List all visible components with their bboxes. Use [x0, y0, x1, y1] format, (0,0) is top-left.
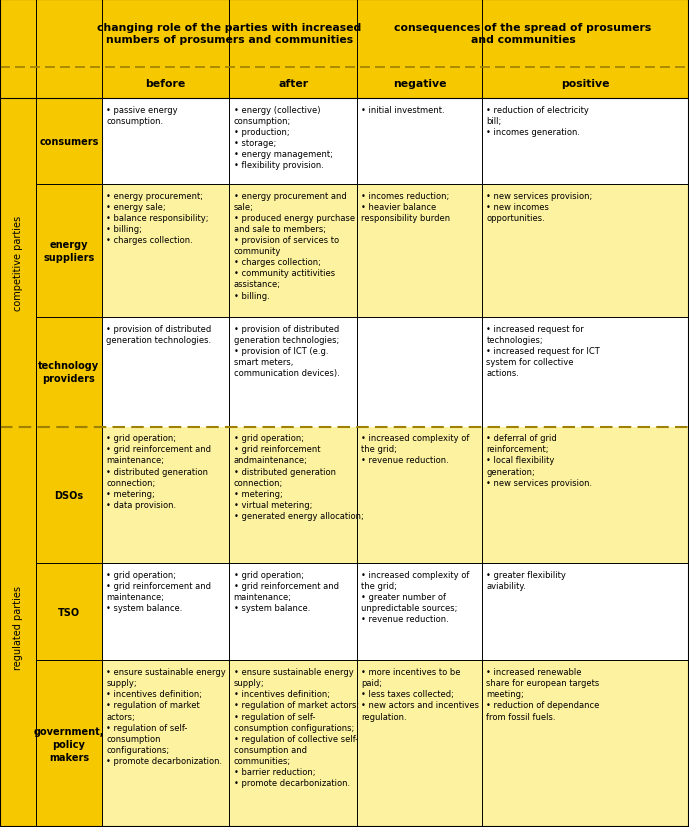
Bar [482, 661, 689, 827]
Text: TSO: TSO [58, 607, 80, 617]
Bar [482, 99, 689, 184]
Bar [229, 184, 357, 318]
Bar [36, 184, 102, 318]
Bar [36, 99, 102, 184]
Text: government,
policy
makers: government, policy makers [34, 726, 104, 762]
Bar [102, 99, 229, 184]
Bar [0, 427, 36, 827]
Text: regulated parties: regulated parties [13, 585, 23, 669]
Text: • provision of distributed
generation technologies.: • provision of distributed generation te… [106, 324, 212, 345]
Bar [102, 318, 229, 427]
Text: • grid operation;
• grid reinforcement and
maintenance;
• system balance.: • grid operation; • grid reinforcement a… [106, 570, 211, 612]
Bar [229, 318, 357, 427]
Text: • increased request for
technologies;
• increased request for ICT
system for col: • increased request for technologies; • … [486, 324, 600, 378]
Text: • increased renewable
share for european targets
meeting;
• reduction of dependa: • increased renewable share for european… [486, 667, 600, 720]
Text: • increased complexity of
the grid;
• revenue reduction.: • increased complexity of the grid; • re… [361, 433, 469, 465]
Text: consumers: consumers [39, 137, 99, 147]
Bar [229, 99, 357, 184]
Text: • new services provision;
• new incomes
opportunities.: • new services provision; • new incomes … [486, 191, 593, 222]
Bar [482, 318, 689, 427]
Text: competitive parties: competitive parties [13, 216, 23, 311]
Text: technology
providers: technology providers [39, 361, 99, 384]
Text: positive: positive [562, 79, 610, 88]
Text: changing role of the parties with increased
numbers of prosumers and communities: changing role of the parties with increa… [97, 22, 362, 45]
Text: • energy (collective)
consumption;
• production;
• storage;
• energy management;: • energy (collective) consumption; • pro… [234, 106, 333, 170]
Bar [482, 563, 689, 661]
Text: • grid operation;
• grid reinforcement and
maintenance;
• distributed generation: • grid operation; • grid reinforcement a… [106, 433, 211, 509]
Bar [0, 68, 102, 99]
Bar [102, 0, 357, 68]
Bar [482, 427, 689, 563]
Bar [357, 184, 482, 318]
Bar [102, 68, 229, 99]
Text: • provision of distributed
generation technologies;
• provision of ICT (e.g.
sma: • provision of distributed generation te… [234, 324, 339, 378]
Bar [357, 0, 689, 68]
Text: consequences of the spread of prosumers
and communities: consequences of the spread of prosumers … [394, 22, 652, 45]
Bar [0, 99, 36, 427]
Text: • ensure sustainable energy
supply;
• incentives definition;
• regulation of mar: • ensure sustainable energy supply; • in… [106, 667, 226, 765]
Bar [36, 563, 102, 661]
Text: • deferral of grid
reinforcement;
• local flexibility
generation;
• new services: • deferral of grid reinforcement; • loca… [486, 433, 593, 487]
Bar [102, 427, 229, 563]
Text: • more incentives to be
paid;
• less taxes collected;
• new actors and incentive: • more incentives to be paid; • less tax… [361, 667, 479, 720]
Bar [229, 563, 357, 661]
Bar [36, 661, 102, 827]
Text: • increased complexity of
the grid;
• greater number of
unpredictable sources;
•: • increased complexity of the grid; • gr… [361, 570, 469, 624]
Text: before: before [145, 79, 186, 88]
Text: • incomes reduction;
• heavier balance
responsibility burden: • incomes reduction; • heavier balance r… [361, 191, 450, 222]
Text: energy
suppliers: energy suppliers [43, 240, 94, 263]
Bar [229, 661, 357, 827]
Text: • reduction of electricity
bill;
• incomes generation.: • reduction of electricity bill; • incom… [486, 106, 589, 137]
Bar [357, 99, 482, 184]
Text: • energy procurement and
sale;
• produced energy purchase
and sale to members;
•: • energy procurement and sale; • produce… [234, 191, 355, 300]
Text: after: after [278, 79, 308, 88]
Bar [36, 318, 102, 427]
Text: • initial investment.: • initial investment. [361, 106, 444, 115]
Bar [357, 68, 482, 99]
Bar [102, 661, 229, 827]
Bar [357, 661, 482, 827]
Bar [0, 0, 102, 68]
Bar [482, 68, 689, 99]
Text: • ensure sustainable energy
supply;
• incentives definition;
• regulation of mar: • ensure sustainable energy supply; • in… [234, 667, 359, 787]
Bar [357, 563, 482, 661]
Bar [357, 427, 482, 563]
Text: • greater flexibility
aviability.: • greater flexibility aviability. [486, 570, 566, 590]
Bar [36, 427, 102, 563]
Bar [229, 427, 357, 563]
Bar [102, 184, 229, 318]
Text: DSOs: DSOs [54, 490, 83, 500]
Text: • energy procurement;
• energy sale;
• balance responsibility;
• billing;
• char: • energy procurement; • energy sale; • b… [106, 191, 209, 245]
Bar [102, 563, 229, 661]
Text: • passive energy
consumption.: • passive energy consumption. [106, 106, 178, 126]
Bar [482, 184, 689, 318]
Bar [357, 318, 482, 427]
Bar [229, 68, 357, 99]
Text: • grid operation;
• grid reinforcement
andmaintenance;
• distributed generation
: • grid operation; • grid reinforcement a… [234, 433, 363, 520]
Text: negative: negative [393, 79, 446, 88]
Text: • grid operation;
• grid reinforcement and
maintenance;
• system balance.: • grid operation; • grid reinforcement a… [234, 570, 338, 612]
